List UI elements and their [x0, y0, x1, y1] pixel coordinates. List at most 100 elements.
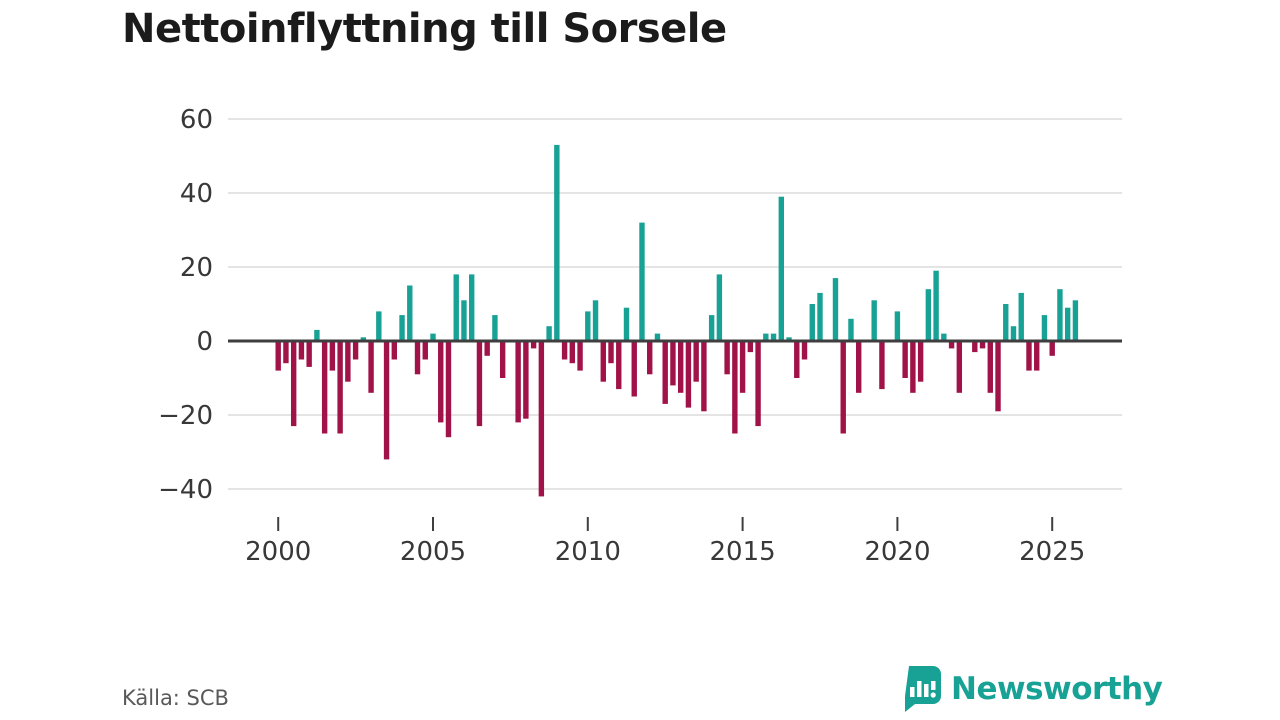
bar-2006-Q4: [484, 341, 490, 356]
y-axis-label: −20: [158, 401, 213, 431]
bar-2013-Q1: [677, 341, 684, 393]
bar-2014-Q2: [716, 274, 723, 341]
bar-2020-Q2: [902, 341, 908, 378]
bar-2010-Q3: [600, 341, 606, 382]
bar-2000-Q4: [298, 341, 305, 360]
bar-2011-Q4: [639, 222, 645, 341]
bar-2014-Q3: [724, 341, 730, 375]
bar-2013-Q2: [685, 341, 692, 408]
bar-2001-Q4: [329, 341, 336, 371]
bar-2015-Q3: [755, 341, 761, 427]
bar-2008-Q2: [530, 341, 537, 349]
bar-2016-Q4: [794, 341, 800, 378]
newsworthy-logo-icon: [905, 666, 941, 712]
bar-2000-Q1: [275, 341, 281, 371]
bar-2003-Q1: [368, 341, 374, 393]
bar-2014-Q4: [732, 341, 738, 434]
bar-2021-Q2: [933, 270, 939, 341]
bar-2008-Q4: [546, 326, 552, 341]
bar-2025-Q4: [1072, 300, 1079, 341]
bar-2002-Q1: [337, 341, 343, 434]
bar-2006-Q3: [476, 341, 483, 427]
bar-2001-Q1: [306, 341, 312, 367]
bar-2018-Q1: [832, 278, 839, 341]
bar-2007-Q4: [515, 341, 521, 423]
y-axis-label: 0: [196, 327, 213, 357]
bar-2005-Q4: [453, 274, 459, 341]
bar-2003-Q4: [391, 341, 397, 360]
bar-2011-Q3: [631, 341, 637, 397]
bar-2012-Q3: [662, 341, 668, 404]
bar-2021-Q3: [941, 333, 947, 341]
bar-2015-Q4: [763, 333, 769, 341]
bar-2005-Q3: [445, 341, 452, 438]
bar-2022-Q4: [979, 341, 986, 349]
y-axis-label: 40: [180, 179, 213, 209]
bar-2009-Q4: [577, 341, 583, 371]
bar-2022-Q1: [956, 341, 963, 393]
x-axis-label: 2025: [1019, 537, 1085, 567]
bar-2004-Q2: [407, 285, 413, 341]
bar-2005-Q1: [430, 333, 436, 341]
x-axis-label: 2020: [864, 537, 930, 567]
bar-2014-Q1: [708, 315, 715, 341]
bar-2002-Q2: [345, 341, 351, 382]
bar-2020-Q1: [894, 311, 901, 341]
bar-2018-Q2: [840, 341, 846, 434]
bar-2023-Q3: [1003, 304, 1009, 341]
bar-2002-Q4: [360, 337, 367, 341]
bar-2025-Q3: [1064, 307, 1071, 341]
brand-name: Newsworthy: [951, 671, 1163, 707]
bar-2008-Q3: [538, 341, 545, 497]
bar-2013-Q4: [701, 341, 707, 412]
bar-2025-Q2: [1057, 289, 1063, 341]
bar-2017-Q1: [801, 341, 808, 360]
bar-2006-Q1: [461, 300, 467, 341]
bar-2001-Q2: [314, 329, 320, 341]
bar-2004-Q3: [414, 341, 421, 375]
bar-2009-Q1: [554, 144, 560, 341]
bar-2019-Q3: [879, 341, 885, 390]
bar-2003-Q3: [383, 341, 390, 460]
y-axis-label: 60: [180, 105, 213, 135]
bar-2011-Q2: [623, 307, 630, 341]
bar-2002-Q3: [352, 341, 359, 360]
bar-2018-Q4: [856, 341, 862, 393]
bar-2007-Q1: [492, 315, 498, 341]
bar-2010-Q4: [608, 341, 614, 364]
bar-2004-Q1: [399, 315, 405, 341]
bar-2016-Q1: [770, 333, 777, 341]
bar-2025-Q1: [1049, 341, 1055, 356]
bar-2020-Q4: [917, 341, 924, 382]
bar-2004-Q4: [422, 341, 428, 360]
bar-2017-Q2: [809, 304, 815, 341]
bar-2024-Q1: [1018, 292, 1024, 341]
y-axis-label: 20: [180, 253, 213, 283]
x-axis-label: 2010: [555, 537, 621, 567]
bar-2003-Q2: [376, 311, 382, 341]
bar-2022-Q3: [972, 341, 978, 353]
bar-2012-Q1: [647, 341, 653, 375]
bar-2023-Q2: [995, 341, 1001, 412]
bar-2009-Q2: [561, 341, 568, 360]
newsworthy-brand: Newsworthy: [901, 666, 1163, 712]
bar-2008-Q1: [523, 341, 529, 419]
bar-2024-Q3: [1034, 341, 1040, 371]
bar-2012-Q4: [670, 341, 676, 386]
y-axis-label: −40: [158, 475, 213, 505]
bar-2023-Q1: [987, 341, 993, 393]
bar-2001-Q3: [321, 341, 328, 434]
bar-2016-Q3: [786, 337, 792, 341]
bar-2013-Q3: [693, 341, 699, 382]
bar-2015-Q1: [739, 341, 746, 393]
bar-2006-Q2: [469, 274, 475, 341]
bar-2016-Q2: [778, 196, 784, 341]
bar-2007-Q2: [499, 341, 506, 378]
bar-2021-Q4: [948, 341, 955, 349]
bar-2018-Q3: [848, 318, 854, 341]
bar-2010-Q1: [585, 311, 591, 341]
bar-2019-Q2: [871, 300, 877, 341]
x-axis-label: 2000: [245, 537, 311, 567]
